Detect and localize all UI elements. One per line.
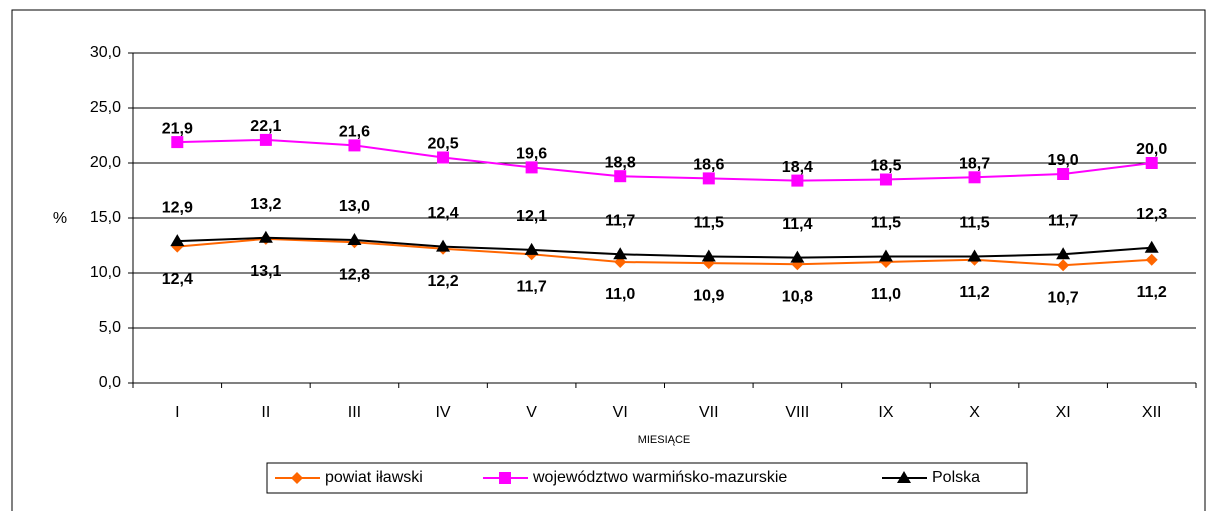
- legend-label: województwo warmińsko-mazurskie: [532, 469, 787, 486]
- marker: [613, 247, 628, 260]
- series-line: [177, 236, 1152, 259]
- y-tick-label: 10,0: [90, 264, 121, 281]
- data-label: 11,5: [871, 215, 901, 232]
- marker: [1056, 247, 1071, 260]
- marker: [436, 239, 451, 252]
- data-label: 12,8: [339, 266, 370, 283]
- x-tick-label: IV: [435, 404, 450, 421]
- data-label: 18,8: [605, 154, 636, 171]
- data-label: 11,5: [694, 215, 724, 232]
- marker: [171, 136, 184, 149]
- marker: [258, 230, 273, 243]
- x-tick-label: II: [261, 404, 270, 421]
- data-label: 12,4: [162, 271, 193, 288]
- x-axis-label: MIESIĄCE: [638, 434, 691, 446]
- data-label: 12,2: [427, 273, 458, 290]
- legend-label: powiat iławski: [325, 469, 423, 486]
- marker: [170, 234, 185, 247]
- legend-label: Polska: [932, 469, 980, 486]
- marker: [702, 172, 715, 185]
- data-label: 11,0: [605, 286, 635, 303]
- x-tick-label: III: [348, 404, 361, 421]
- data-label: 11,2: [1137, 284, 1167, 301]
- data-label: 21,6: [339, 124, 370, 141]
- marker: [790, 250, 805, 263]
- marker: [968, 171, 981, 184]
- y-tick-label: 15,0: [90, 209, 121, 226]
- data-label: 21,9: [162, 120, 193, 137]
- marker: [524, 242, 539, 255]
- data-label: 11,7: [516, 279, 546, 296]
- x-tick-label: XII: [1142, 404, 1162, 421]
- data-label: 12,1: [516, 208, 547, 225]
- data-label: 12,3: [1136, 206, 1167, 223]
- data-label: 19,0: [1048, 152, 1079, 169]
- marker: [347, 233, 362, 245]
- y-axis-label: %: [53, 210, 67, 227]
- x-tick-label: VIII: [785, 404, 809, 421]
- y-tick-label: 30,0: [90, 44, 121, 61]
- data-label: 11,2: [959, 284, 989, 301]
- marker: [1145, 253, 1158, 266]
- data-label: 12,4: [427, 205, 458, 222]
- marker: [878, 249, 893, 262]
- marker: [1145, 157, 1158, 169]
- marker: [897, 471, 911, 483]
- x-tick-label: IX: [878, 404, 893, 421]
- data-label: 19,6: [516, 146, 547, 163]
- marker: [525, 161, 538, 174]
- data-label: 13,0: [339, 198, 370, 215]
- marker: [291, 472, 303, 484]
- data-label: 10,9: [693, 287, 724, 304]
- data-label: 13,1: [250, 263, 281, 280]
- marker: [259, 133, 272, 146]
- data-label: 22,1: [250, 118, 281, 135]
- data-label: 18,6: [693, 157, 724, 174]
- data-label: 13,2: [250, 196, 281, 213]
- y-tick-label: 20,0: [90, 154, 121, 171]
- data-label: 18,5: [870, 158, 901, 175]
- x-tick-label: XI: [1056, 404, 1071, 421]
- marker: [1057, 259, 1070, 272]
- marker: [879, 173, 892, 186]
- data-label: 18,7: [959, 156, 990, 173]
- data-label: 10,7: [1048, 290, 1079, 307]
- marker: [967, 249, 982, 262]
- marker: [701, 249, 716, 262]
- x-tick-label: VI: [613, 404, 628, 421]
- marker: [437, 151, 450, 164]
- data-label: 11,5: [959, 215, 989, 232]
- marker: [1057, 168, 1070, 180]
- marker: [499, 472, 511, 484]
- data-label: 18,4: [782, 159, 813, 176]
- data-label: 11,4: [782, 216, 812, 233]
- data-label: 11,7: [1048, 213, 1078, 230]
- data-label: 11,7: [605, 213, 635, 230]
- data-label: 20,5: [427, 136, 458, 153]
- marker: [614, 170, 627, 183]
- data-label: 20,0: [1136, 141, 1167, 158]
- data-label: 11,0: [871, 286, 901, 303]
- marker: [348, 139, 361, 152]
- y-tick-label: 0,0: [99, 374, 121, 391]
- y-tick-label: 25,0: [90, 99, 121, 116]
- marker: [1144, 240, 1159, 253]
- x-tick-label: VII: [699, 404, 719, 421]
- x-tick-label: I: [175, 404, 179, 421]
- marker: [791, 174, 804, 187]
- series-line: [177, 138, 1152, 182]
- x-tick-label: V: [526, 404, 537, 421]
- data-label: 10,8: [782, 288, 813, 305]
- data-label: 12,9: [162, 199, 193, 216]
- series-line: [177, 237, 1152, 267]
- y-tick-label: 5,0: [99, 319, 121, 336]
- x-tick-label: X: [969, 404, 980, 421]
